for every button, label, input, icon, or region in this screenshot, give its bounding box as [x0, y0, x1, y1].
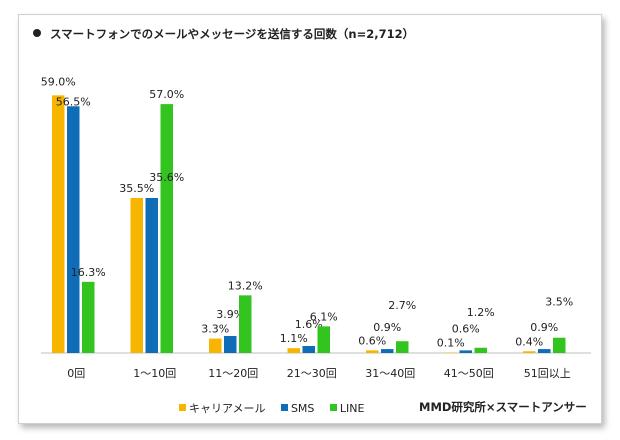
- data-label-sms-5: 0.6%: [452, 322, 480, 335]
- x-tick-label-0: 0回: [67, 367, 85, 380]
- extra-data-label-0: 35.6%: [149, 171, 184, 184]
- bar-line-2: [239, 295, 252, 353]
- bar-carrier-3: [287, 348, 300, 353]
- data-label-carrier-3: 1.1%: [280, 332, 308, 345]
- x-tick-label-1: 1～10回: [133, 367, 176, 380]
- legend-item-carrier: キャリアメール: [179, 400, 265, 416]
- chart-title: スマートフォンでのメールやメッセージを送信する回数（n=2,712）: [33, 26, 414, 42]
- bar-line-5: [474, 347, 487, 353]
- bar-line-4: [396, 341, 409, 353]
- x-tick-label-3: 21～30回: [287, 367, 337, 380]
- legend: キャリアメール SMS LINE: [179, 400, 376, 416]
- bar-line-6: [553, 337, 566, 353]
- title-bullet-icon: [33, 29, 41, 37]
- data-label-line-5: 1.2%: [467, 306, 495, 319]
- bar-sms-6: [538, 349, 551, 353]
- bar-sms-4: [381, 349, 394, 353]
- bar-carrier-2: [209, 338, 222, 353]
- data-label-sms-6: 0.9%: [530, 321, 558, 334]
- bar-line-0: [82, 281, 95, 353]
- data-label-carrier-1: 35.5%: [119, 182, 154, 195]
- data-label-line-4: 2.7%: [388, 299, 416, 312]
- legend-label-carrier: キャリアメール: [189, 402, 266, 415]
- legend-swatch-sms: [280, 404, 288, 411]
- data-label-carrier-6: 0.4%: [515, 335, 543, 348]
- data-label-line-0: 16.3%: [71, 266, 106, 279]
- bar-carrier-4: [366, 350, 379, 353]
- data-label-carrier-0: 59.0%: [41, 75, 76, 88]
- data-label-line-6: 3.5%: [545, 296, 573, 309]
- bar-carrier-1: [130, 197, 143, 353]
- x-tick-label-5: 41～50回: [444, 367, 494, 380]
- data-label-sms-4: 0.9%: [373, 321, 401, 334]
- legend-item-sms: SMS: [280, 402, 315, 415]
- bar-line-1: [160, 104, 173, 353]
- chart-title-text: スマートフォンでのメールやメッセージを送信する回数（n=2,712）: [50, 27, 415, 41]
- bar-line-3: [317, 326, 330, 353]
- chart-card: スマートフォンでのメールやメッセージを送信する回数（n=2,712） 59.0%…: [18, 14, 602, 424]
- bar-sms-0: [67, 106, 80, 354]
- data-label-carrier-4: 0.6%: [358, 334, 386, 347]
- bar-sms-1: [145, 197, 158, 353]
- x-tick-label-4: 31～40回: [365, 367, 415, 380]
- data-label-line-2: 13.2%: [228, 279, 263, 292]
- source-credit: MMD研究所×スマートアンサー: [419, 400, 587, 414]
- data-label-carrier-2: 3.3%: [201, 323, 229, 336]
- bar-sms-3: [302, 346, 315, 353]
- bar-carrier-0: [52, 95, 65, 353]
- data-label-line-1: 57.0%: [149, 88, 184, 101]
- legend-swatch-carrier: [179, 404, 186, 411]
- data-label-carrier-5: 0.1%: [437, 337, 465, 350]
- legend-item-line: LINE: [329, 402, 365, 415]
- bar-chart: 59.0% 56.5% 16.3% 0回 35.5% 57.0% 1～10回 3.3% 3.9%…: [41, 75, 591, 380]
- legend-label-sms: SMS: [290, 402, 315, 415]
- bar-sms-5: [459, 350, 472, 353]
- data-label-sms-0: 56.5%: [56, 95, 91, 108]
- x-tick-label-6: 51回以上: [524, 367, 571, 380]
- data-label-sms-3: 1.6%: [295, 318, 323, 331]
- bar-carrier-6: [523, 351, 536, 353]
- data-label-line-3: 6.1%: [310, 310, 338, 323]
- legend-swatch-line: [329, 404, 337, 411]
- bar-sms-2: [224, 335, 237, 353]
- legend-label-line: LINE: [339, 402, 365, 415]
- data-label-sms-2: 3.9%: [216, 308, 244, 321]
- x-tick-label-2: 11～20回: [208, 367, 258, 380]
